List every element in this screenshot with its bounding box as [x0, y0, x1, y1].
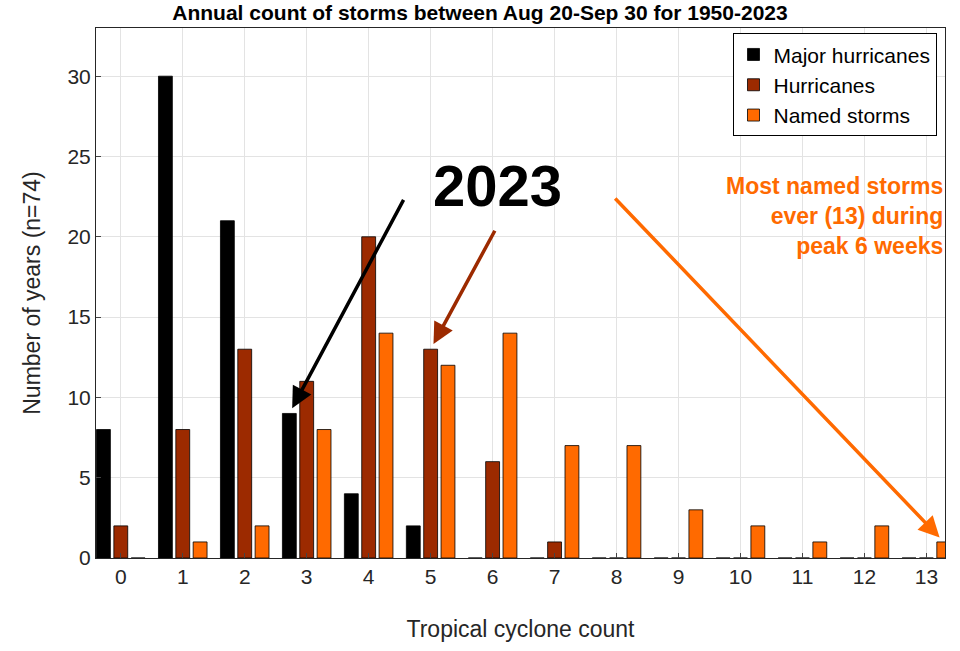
svg-text:8: 8: [611, 565, 623, 588]
svg-text:15: 15: [67, 305, 90, 328]
svg-text:Tropical cyclone count: Tropical cyclone count: [407, 616, 636, 642]
svg-text:25: 25: [67, 145, 90, 168]
svg-text:10: 10: [729, 565, 752, 588]
svg-text:7: 7: [549, 565, 561, 588]
svg-text:2023: 2023: [433, 153, 562, 218]
svg-text:3: 3: [301, 565, 313, 588]
svg-text:Named storms: Named storms: [774, 104, 911, 127]
svg-text:6: 6: [487, 565, 499, 588]
svg-text:Major hurricanes: Major hurricanes: [774, 44, 930, 67]
svg-text:5: 5: [79, 466, 91, 489]
svg-text:10: 10: [67, 386, 90, 409]
svg-text:0: 0: [79, 546, 91, 569]
svg-text:9: 9: [673, 565, 685, 588]
svg-text:12: 12: [853, 565, 876, 588]
svg-text:Hurricanes: Hurricanes: [774, 74, 876, 97]
svg-text:30: 30: [67, 65, 90, 88]
svg-text:Most named stormsever (13) dur: Most named stormsever (13) duringpeak 6 …: [726, 173, 943, 259]
svg-text:11: 11: [792, 565, 814, 588]
svg-text:Number of years (n=74): Number of years (n=74): [19, 171, 45, 415]
svg-text:5: 5: [425, 565, 437, 588]
svg-text:0: 0: [115, 565, 127, 588]
svg-text:2: 2: [239, 565, 251, 588]
svg-text:1: 1: [177, 565, 189, 588]
svg-text:13: 13: [915, 565, 938, 588]
svg-text:Annual count of storms between: Annual count of storms between Aug 20-Se…: [172, 1, 787, 24]
svg-text:4: 4: [363, 565, 375, 588]
svg-text:20: 20: [67, 225, 90, 248]
